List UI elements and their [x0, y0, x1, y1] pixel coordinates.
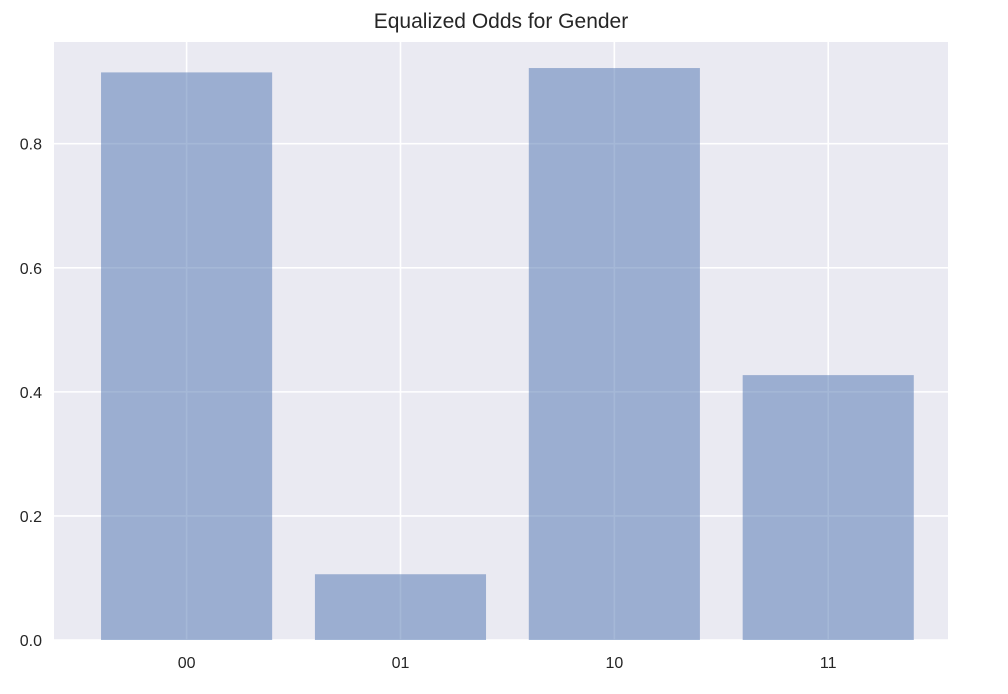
y-tick-label: 0.2	[20, 509, 42, 526]
x-tick-label: 00	[178, 655, 196, 672]
x-axis-ticks: 00 01 10 11	[178, 655, 837, 672]
bar-01	[314, 574, 487, 640]
y-axis-ticks: 0.0 0.2 0.4 0.6 0.8	[20, 137, 42, 650]
bars	[101, 68, 914, 641]
x-tick-label: 11	[820, 655, 837, 672]
x-tick-label: 10	[605, 655, 623, 672]
y-tick-label: 0.8	[20, 137, 42, 154]
y-tick-label: 0.6	[20, 261, 42, 278]
bar-10	[528, 68, 700, 640]
y-tick-label: 0.0	[20, 633, 42, 650]
y-tick-label: 0.4	[20, 385, 42, 402]
x-tick-label: 01	[392, 655, 410, 672]
bar-00	[101, 72, 273, 641]
bar-11	[742, 375, 914, 640]
chart-title: Equalized Odds for Gender	[374, 10, 628, 33]
